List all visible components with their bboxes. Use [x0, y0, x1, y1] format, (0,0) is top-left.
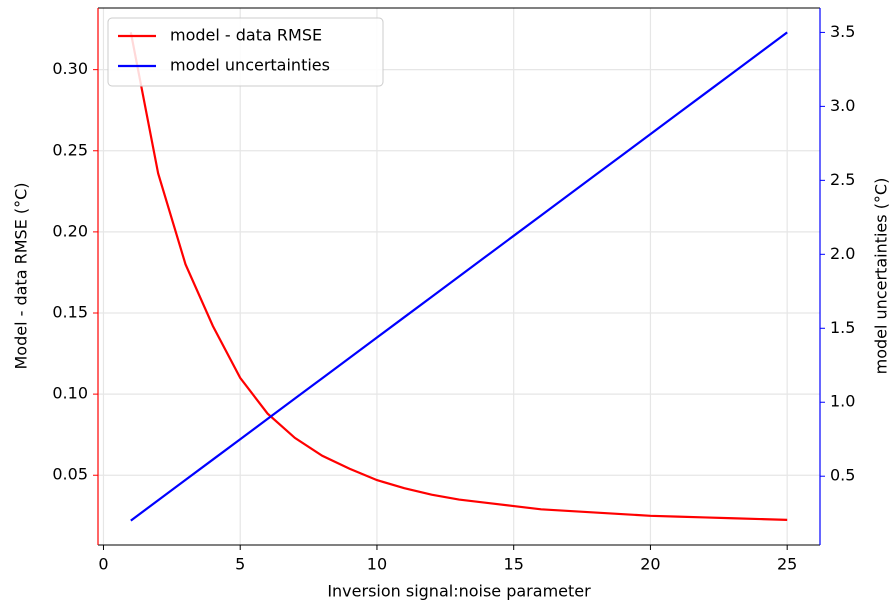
x-tick-label: 25: [777, 555, 797, 574]
x-tick-label: 15: [504, 555, 524, 574]
y2-tick-label: 1.0: [830, 392, 855, 411]
data-line: [129, 32, 788, 521]
y2-tick-label: 2.0: [830, 244, 855, 263]
legend-box: [107, 17, 384, 87]
y2-tick-label: 0.5: [830, 466, 855, 485]
y2-axis-label: model uncertainties (°C): [872, 178, 891, 375]
data-line: [130, 31, 788, 522]
y-axis-label: Model - data RMSE (°C): [12, 182, 31, 369]
legend-label: model - data RMSE: [170, 26, 322, 45]
x-tick-label: 0: [98, 555, 108, 574]
y-tick-label: 0.30: [52, 59, 88, 78]
legend-label: model uncertainties: [170, 56, 330, 75]
x-tick-label: 20: [640, 555, 660, 574]
x-tick-label: 10: [367, 555, 387, 574]
y-tick-label: 0.15: [52, 303, 88, 322]
y2-tick-label: 1.5: [830, 318, 855, 337]
y-tick-label: 0.10: [52, 384, 88, 403]
y2-tick-label: 2.5: [830, 170, 855, 189]
y-tick-label: 0.25: [52, 140, 88, 159]
x-axis-label: Inversion signal:noise parameter: [327, 582, 591, 601]
x-tick-label: 5: [235, 555, 245, 574]
y2-tick-label: 3.5: [830, 22, 855, 41]
y-tick-label: 0.05: [52, 465, 88, 484]
y-tick-label: 0.20: [52, 221, 88, 240]
y2-tick-label: 3.0: [830, 96, 855, 115]
